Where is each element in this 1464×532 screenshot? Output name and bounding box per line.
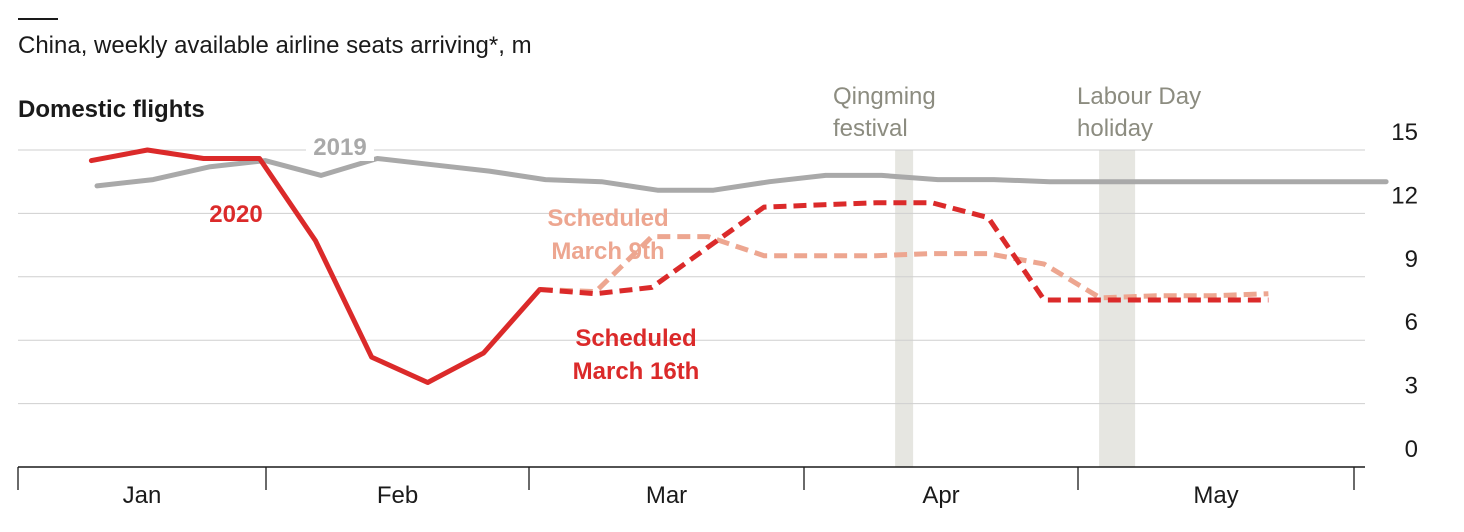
y-tick-label: 12 [1391, 182, 1418, 209]
series-march9-label: March 9th [551, 238, 664, 265]
y-tick-label: 15 [1391, 119, 1418, 146]
event-band [895, 150, 914, 467]
x-tick-label: Apr [922, 482, 959, 509]
x-tick-label: Jan [123, 482, 162, 509]
x-tick-label: Mar [646, 482, 687, 509]
x-tick-label: Feb [377, 482, 418, 509]
series-2019-label: 2019 [313, 134, 366, 161]
event-band [1099, 150, 1136, 467]
chart-subtitle: Domestic flights [18, 96, 205, 123]
y-tick-label: 9 [1405, 246, 1418, 273]
series-march16-label: March 16th [573, 358, 700, 385]
series-label-background [306, 133, 374, 161]
series-march9-label: Scheduled [547, 205, 668, 232]
title-rule [18, 18, 58, 20]
series-2020-line [88, 147, 543, 385]
series-2019-line [94, 156, 1389, 193]
event-label: Labour Day [1077, 83, 1201, 110]
y-tick-label: 3 [1405, 373, 1418, 400]
event-label: holiday [1077, 115, 1153, 142]
y-tick-label: 6 [1405, 309, 1418, 336]
series-2020-label: 2020 [209, 201, 262, 228]
x-tick-label: May [1193, 482, 1238, 509]
series-march16-line [539, 200, 1269, 303]
y-tick-label: 0 [1405, 436, 1418, 463]
series-march16-label: Scheduled [575, 325, 696, 352]
event-label: Qingming [833, 83, 936, 110]
event-label: festival [833, 115, 908, 142]
chart-title: China, weekly available airline seats ar… [18, 32, 532, 59]
series-march9-line [539, 234, 1269, 301]
